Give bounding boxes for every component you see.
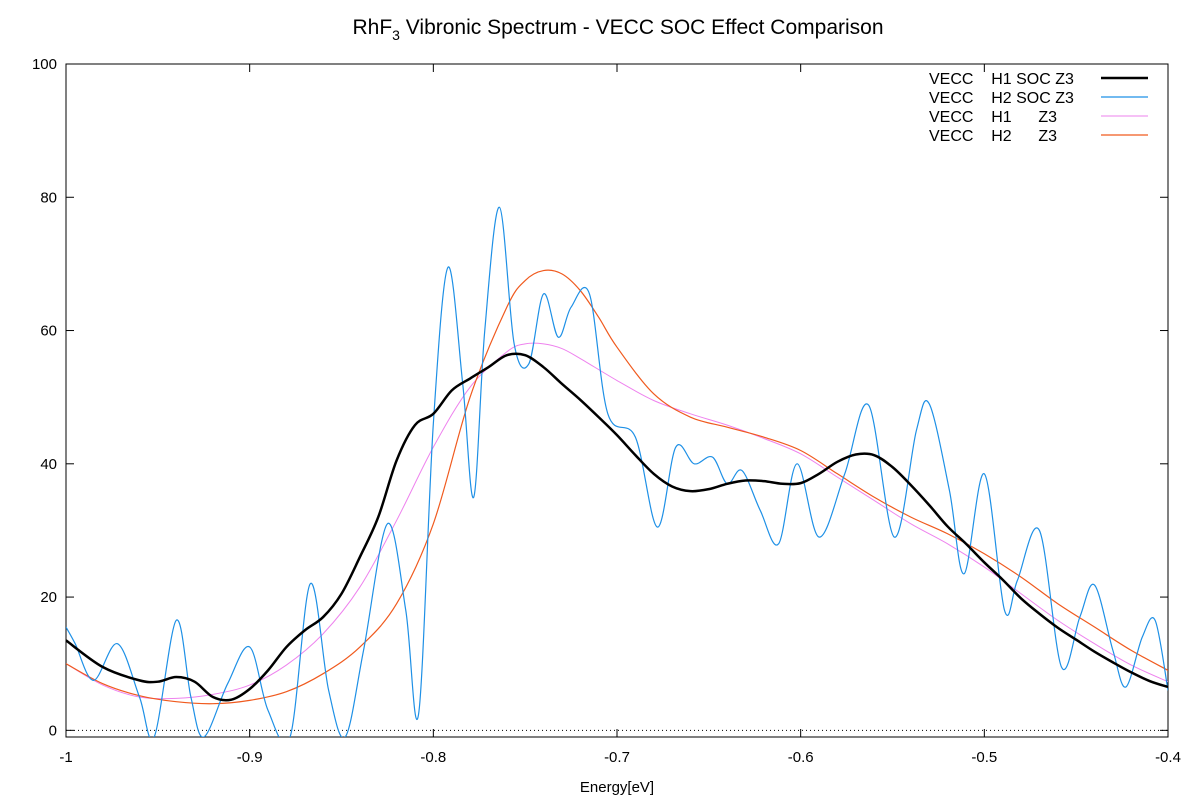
y-tick-label: 80 (40, 189, 57, 206)
x-tick-label: -0.4 (1155, 749, 1181, 766)
x-tick-label: -0.7 (604, 749, 630, 766)
y-tick-label: 60 (40, 323, 57, 340)
series-vecc-h1-soc-z3 (66, 352, 1168, 702)
series-group (66, 206, 1168, 737)
x-tick-label: -0.9 (237, 749, 263, 766)
y-tick-label: 20 (40, 589, 57, 606)
legend: VECC H1 SOC Z3 VECC H2 SOC Z3 VECC H1 Z3… (929, 71, 1148, 145)
chart-title-subscript: 3 (392, 27, 400, 43)
x-axis: -1 -0.9 -0.8 -0.7 -0.6 -0.5 -0.4 (59, 64, 1181, 766)
chart-title-rest: Vibronic Spectrum - VECC SOC Effect Comp… (400, 16, 884, 39)
y-axis: 0 20 40 60 80 100 (32, 56, 1168, 739)
x-tick-label: -0.8 (420, 749, 446, 766)
y-tick-label: 100 (32, 56, 57, 73)
x-tick-label: -1 (59, 749, 72, 766)
series-vecc-h2-soc-z3 (66, 206, 1168, 737)
y-tick-label: 40 (40, 456, 57, 473)
series-vecc-h2-z3 (66, 269, 1168, 705)
x-axis-label: Energy[eV] (580, 779, 654, 796)
legend-label-2: VECC H2 SOC Z3 (929, 90, 1074, 107)
series-vecc-h1-z3 (66, 342, 1168, 700)
x-tick-label: -0.6 (788, 749, 814, 766)
legend-label-1: VECC H1 SOC Z3 (929, 71, 1074, 88)
x-tick-label: -0.5 (971, 749, 997, 766)
plot-frame (65, 63, 1169, 738)
legend-label-4: VECC H2 Z3 (929, 128, 1057, 145)
legend-label-3: VECC H1 Z3 (929, 109, 1057, 126)
y-tick-label: 0 (49, 722, 57, 739)
chart-title-main: RhF (352, 16, 392, 39)
chart-title: RhF3 Vibronic Spectrum - VECC SOC Effect… (352, 16, 883, 43)
